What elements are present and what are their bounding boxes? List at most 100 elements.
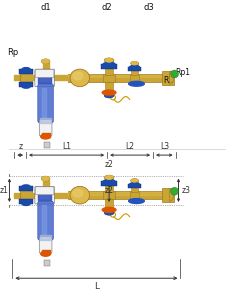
Ellipse shape [22, 185, 30, 188]
Ellipse shape [22, 202, 30, 206]
Bar [41, 133, 49, 136]
Bar [105, 199, 112, 213]
Ellipse shape [131, 179, 137, 182]
Bar [103, 191, 114, 199]
Bar [14, 76, 24, 80]
Bar [32, 193, 40, 198]
Ellipse shape [102, 90, 115, 95]
Ellipse shape [102, 207, 115, 212]
Bar [129, 191, 139, 199]
Bar [101, 64, 116, 69]
Bar [32, 76, 40, 80]
Bar [68, 192, 170, 195]
Text: d3: d3 [143, 4, 154, 13]
Ellipse shape [129, 65, 139, 69]
Bar [44, 260, 50, 266]
Bar [68, 74, 170, 82]
Polygon shape [169, 71, 173, 85]
FancyBboxPatch shape [35, 70, 54, 77]
FancyBboxPatch shape [39, 119, 52, 136]
Ellipse shape [41, 251, 50, 256]
Bar [43, 62, 48, 71]
Ellipse shape [41, 176, 50, 181]
Bar [14, 193, 24, 198]
Ellipse shape [104, 58, 114, 63]
Ellipse shape [131, 62, 137, 65]
Bar [41, 88, 45, 117]
Ellipse shape [105, 176, 112, 179]
Bar [53, 76, 68, 80]
Ellipse shape [128, 81, 144, 86]
Bar [19, 82, 33, 87]
Ellipse shape [42, 177, 49, 180]
FancyBboxPatch shape [35, 69, 54, 87]
Ellipse shape [73, 72, 82, 80]
Text: L3: L3 [159, 142, 168, 151]
Bar [20, 190, 32, 200]
Bar [105, 60, 112, 75]
Ellipse shape [41, 59, 50, 64]
Ellipse shape [104, 210, 114, 215]
Polygon shape [169, 188, 173, 202]
Bar [105, 178, 112, 192]
Bar [20, 73, 32, 83]
FancyBboxPatch shape [38, 201, 53, 240]
FancyBboxPatch shape [35, 187, 54, 195]
Bar [19, 69, 33, 74]
Text: z3: z3 [181, 186, 190, 195]
Ellipse shape [170, 187, 178, 195]
Ellipse shape [22, 85, 30, 88]
Bar [40, 118, 51, 123]
Text: L2: L2 [125, 142, 134, 151]
Text: d1: d1 [40, 4, 51, 13]
Ellipse shape [130, 61, 138, 65]
Ellipse shape [170, 70, 178, 78]
Bar [127, 184, 141, 188]
FancyBboxPatch shape [35, 186, 54, 204]
Bar [161, 71, 173, 85]
Ellipse shape [103, 62, 114, 66]
Bar [44, 142, 50, 148]
Ellipse shape [42, 60, 49, 63]
Bar [40, 235, 51, 240]
Text: d2: d2 [101, 4, 112, 13]
Bar [68, 75, 170, 77]
Text: z: z [18, 142, 22, 151]
Text: L: L [93, 282, 98, 291]
Bar [131, 63, 137, 75]
Bar [103, 74, 114, 82]
Bar [41, 250, 49, 254]
Ellipse shape [103, 179, 114, 183]
Bar [129, 74, 139, 82]
Ellipse shape [105, 58, 112, 62]
Text: R1: R1 [162, 76, 172, 85]
Bar [131, 181, 137, 192]
Bar [105, 82, 112, 95]
Bar [38, 188, 51, 193]
Bar [68, 191, 170, 199]
Bar [43, 179, 48, 188]
Text: z2: z2 [104, 186, 113, 195]
Bar [38, 71, 51, 76]
FancyBboxPatch shape [38, 84, 53, 123]
Ellipse shape [104, 93, 114, 98]
Text: Rp: Rp [8, 48, 19, 57]
Ellipse shape [41, 134, 50, 139]
Bar [101, 182, 116, 186]
Text: z2: z2 [104, 160, 113, 169]
Ellipse shape [129, 183, 139, 186]
Text: L1: L1 [62, 142, 71, 151]
FancyBboxPatch shape [39, 237, 52, 253]
Text: z1: z1 [0, 186, 9, 195]
Text: Rp1: Rp1 [175, 68, 190, 77]
Ellipse shape [128, 199, 144, 203]
Bar [38, 73, 51, 83]
Bar [19, 186, 33, 191]
Bar [19, 199, 33, 204]
Ellipse shape [104, 175, 114, 180]
Bar [41, 205, 45, 234]
Ellipse shape [70, 69, 89, 87]
Bar [161, 188, 173, 202]
Bar [53, 193, 68, 198]
Bar [38, 190, 51, 200]
